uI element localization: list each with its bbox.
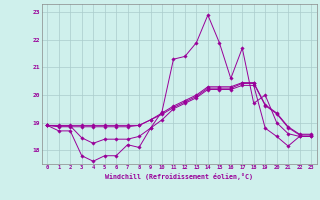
X-axis label: Windchill (Refroidissement éolien,°C): Windchill (Refroidissement éolien,°C) <box>105 173 253 180</box>
